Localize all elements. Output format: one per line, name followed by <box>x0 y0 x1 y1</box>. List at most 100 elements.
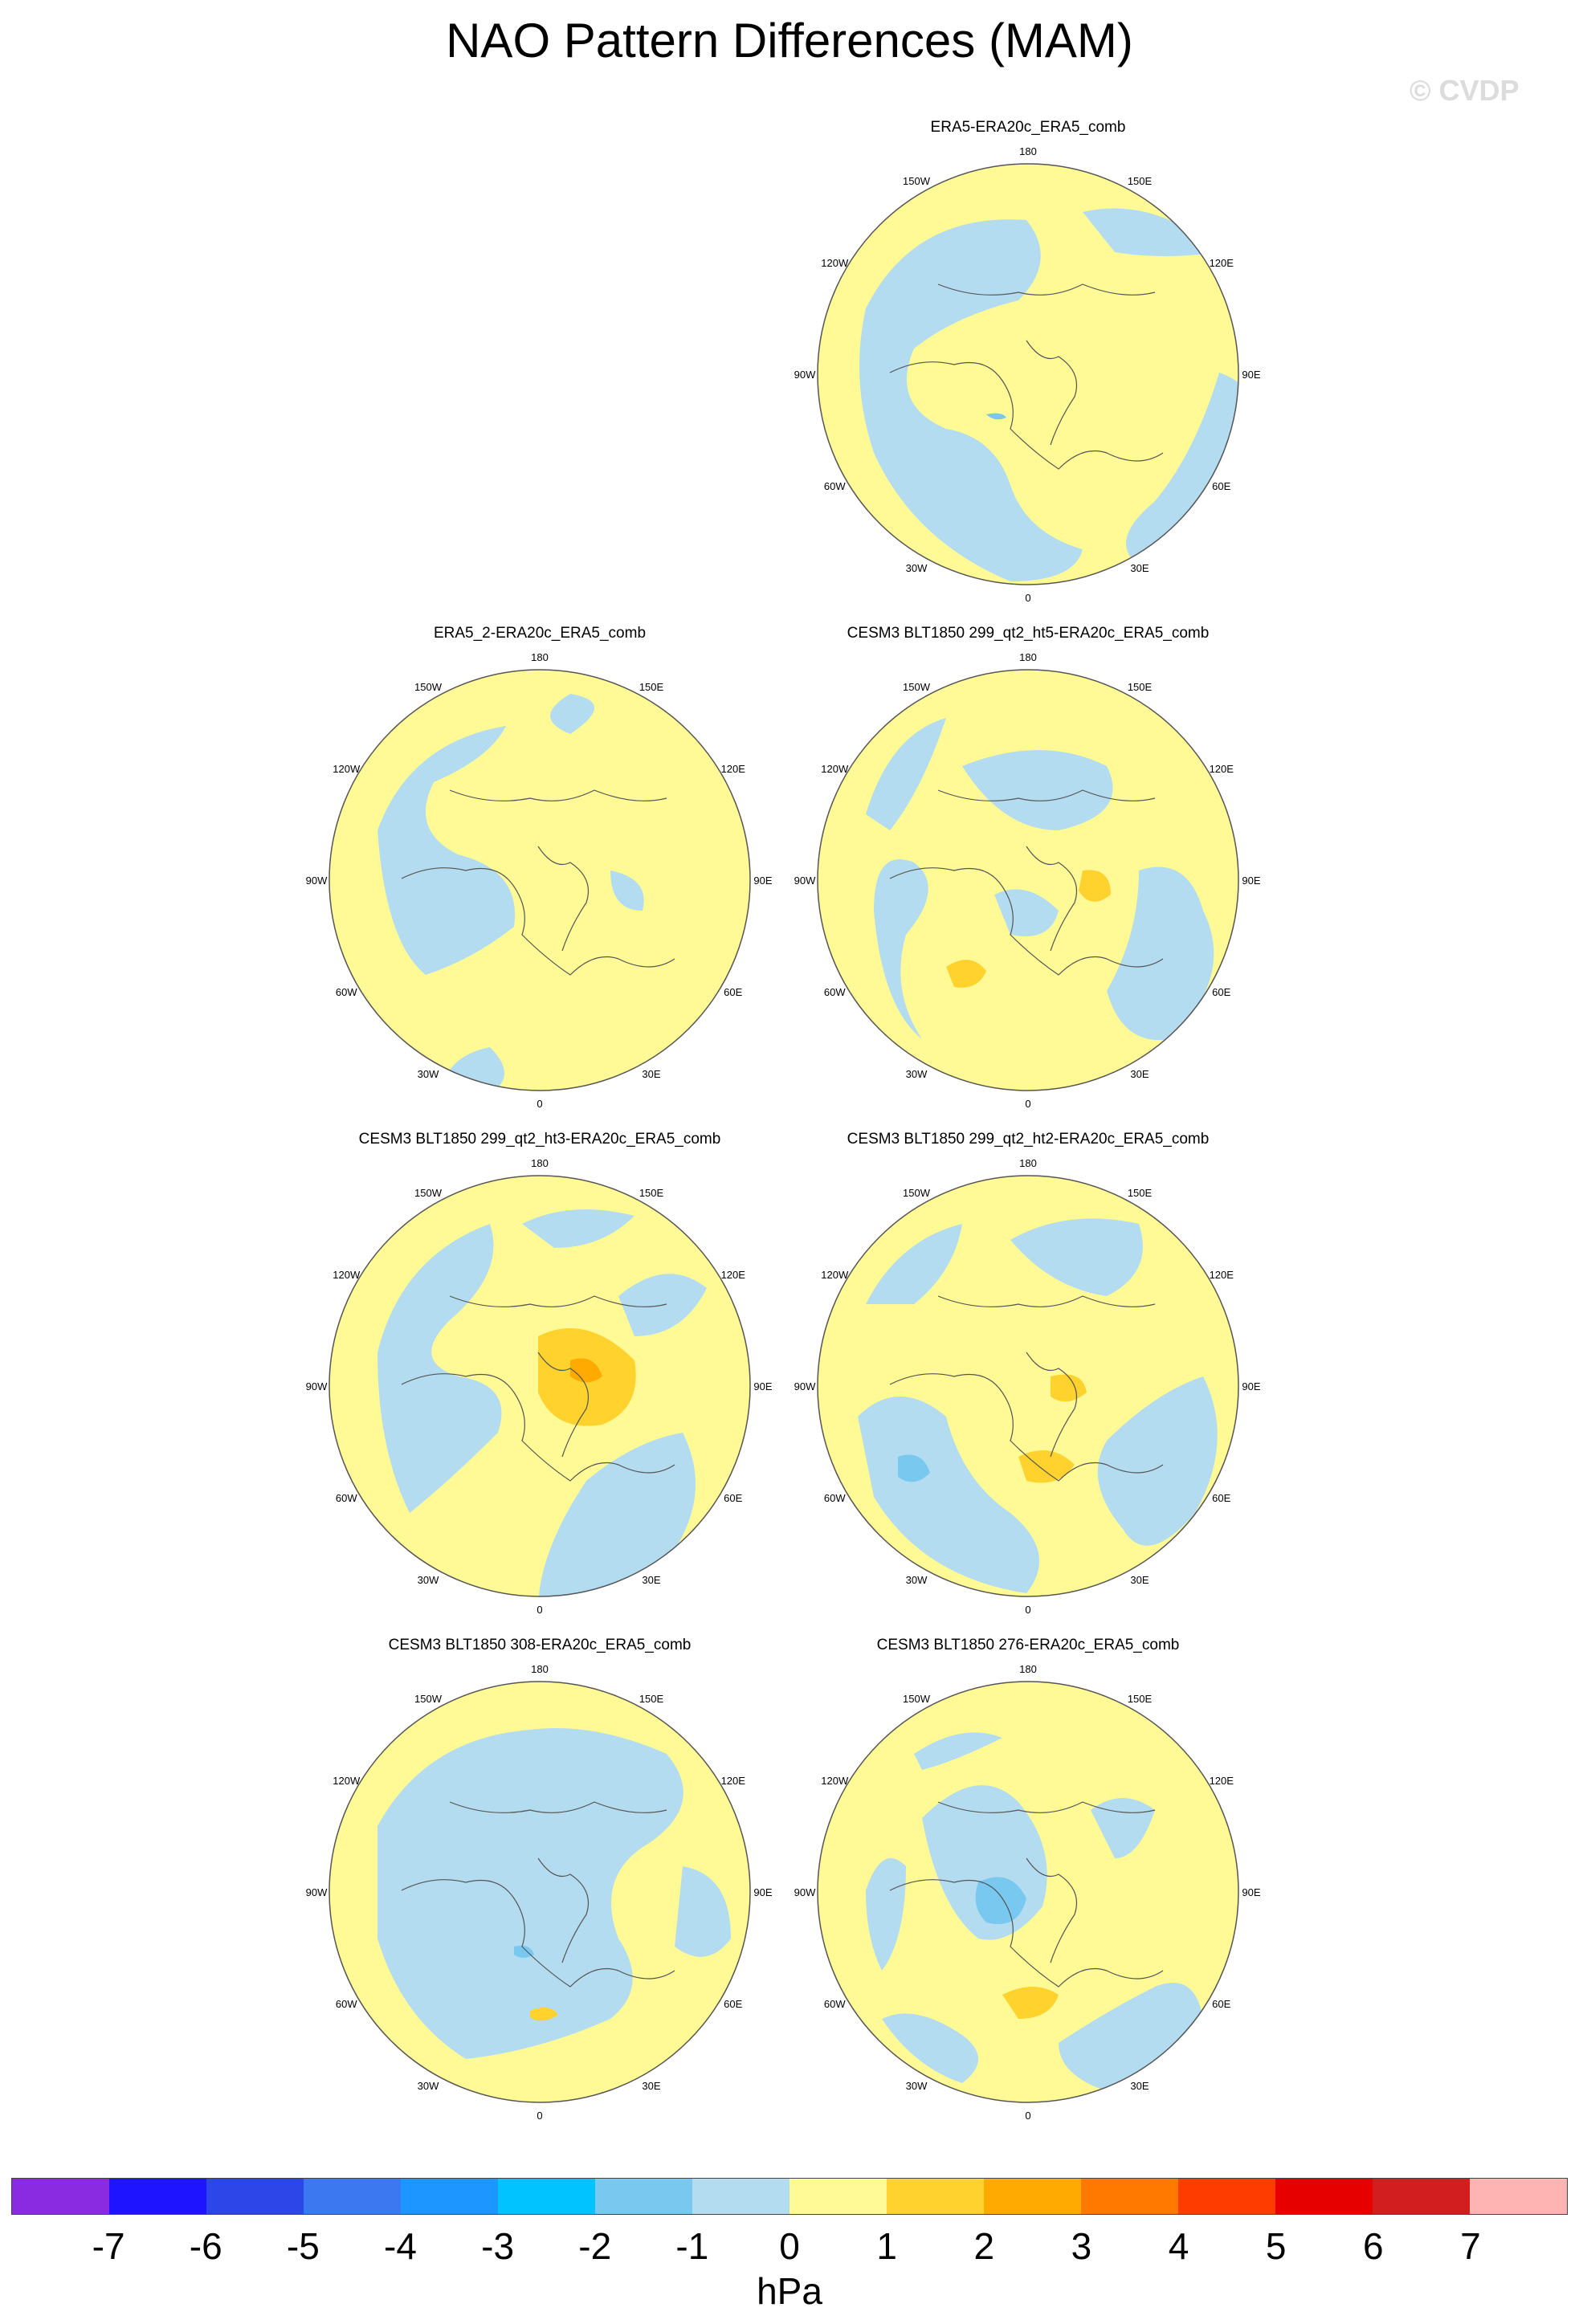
colorbar-tick-label: -4 <box>384 2225 417 2267</box>
longitude-label: 150E <box>1128 1187 1153 1199</box>
longitude-label: 150W <box>414 681 443 693</box>
longitude-label: 90E <box>753 1886 772 1898</box>
polar-map: 180 150E 120E 90E 60E 30E 0 30W 60W 90W 120W 150W <box>794 651 1261 1110</box>
colorbar-box <box>109 2179 206 2214</box>
colorbar-tick-label: -2 <box>578 2225 612 2267</box>
colorbar-units: hPa <box>757 2270 822 2312</box>
anomaly-region <box>610 870 644 911</box>
coastline <box>401 1801 675 1988</box>
colorbar <box>11 2178 1568 2215</box>
polar-map: 180 150E 120E 90E 60E 30E 0 30W 60W 90W 120W 150W <box>794 145 1261 604</box>
colorbar-box <box>12 2179 109 2214</box>
longitude-label: 60W <box>824 986 846 998</box>
panel-title: ERA5-ERA20c_ERA5_comb <box>930 119 1126 136</box>
longitude-label: 120W <box>821 257 849 269</box>
longitude-label: 90E <box>1242 1886 1260 1898</box>
polar-map: 180 150E 120E 90E 60E 30E 0 30W 60W 90W 120W 150W <box>794 1663 1261 2122</box>
longitude-label: 120W <box>821 763 849 775</box>
longitude-label: 30E <box>1130 1068 1149 1080</box>
longitude-label: 30E <box>1130 2080 1149 2092</box>
longitude-label: 90W <box>794 369 816 381</box>
longitude-label: 150E <box>1128 175 1153 187</box>
panel-title: CESM3 BLT1850 308-ERA20c_ERA5_comb <box>388 1637 692 1653</box>
map-field <box>818 1682 1238 2102</box>
longitude-label: 0 <box>1025 592 1030 604</box>
longitude-label: 150W <box>414 1693 443 1705</box>
map-boundary <box>817 669 1239 1091</box>
anomaly-region <box>377 726 516 975</box>
anomaly-region <box>874 859 928 1039</box>
map-panel: ERA5-ERA20c_ERA5_comb 180 150E 120E 90E 60E 3… <box>779 119 1277 609</box>
longitude-label: 60W <box>336 1998 357 2010</box>
longitude-label: 150W <box>903 175 931 187</box>
colorbar-box <box>595 2179 692 2214</box>
colorbar-tick-label: -7 <box>92 2225 125 2267</box>
longitude-label: 120E <box>721 1269 746 1281</box>
colorbar-tick-label: -1 <box>675 2225 709 2267</box>
longitude-label: 120E <box>1210 1775 1234 1787</box>
panel-title: ERA5_2-ERA20c_ERA5_comb <box>433 625 647 642</box>
map-field <box>818 164 1238 585</box>
map-field <box>818 1176 1238 1596</box>
positive-anomaly-fill <box>818 670 1238 1091</box>
panel-title: CESM3 BLT1850 299_qt2_ht5-ERA20c_ERA5_co… <box>847 625 1210 642</box>
map-panel: CESM3 BLT1850 299_qt2_ht3-ERA20c_ERA5_co… <box>291 1131 789 1621</box>
colorbar-tick-label: -6 <box>189 2225 222 2267</box>
anomaly-region <box>962 750 1113 830</box>
map-panel: ERA5_2-ERA20c_ERA5_comb 180 150E 120E 90E 60… <box>291 625 789 1115</box>
map-field <box>818 670 1238 1091</box>
longitude-label: 120E <box>1210 257 1234 269</box>
longitude-label: 60W <box>336 986 357 998</box>
longitude-label: 120E <box>1210 763 1234 775</box>
colorbar-tick-label: 7 <box>1460 2225 1481 2267</box>
coastline <box>889 283 1164 470</box>
longitude-label: 60E <box>1212 480 1230 492</box>
map-panel: CESM3 BLT1850 299_qt2_ht2-ERA20c_ERA5_co… <box>779 1131 1277 1621</box>
anomaly-region <box>550 694 594 734</box>
longitude-label: 60E <box>1212 986 1230 998</box>
positive-anomaly-fill <box>329 670 750 1091</box>
colorbar-tick-label: 1 <box>876 2225 897 2267</box>
longitude-label: 30E <box>642 1574 660 1586</box>
longitude-label: 90W <box>794 1886 816 1898</box>
longitude-label: 150E <box>639 681 664 693</box>
polar-map: 180 150E 120E 90E 60E 30E 0 30W 60W 90W 120W 150W <box>306 1157 773 1616</box>
colorbar-labels: -7 -6 -5 -4 -3 -2 -1 0 1 2 3 4 5 6 7 <box>11 2224 1568 2273</box>
colorbar-box <box>1373 2179 1470 2214</box>
anomaly-region <box>898 1454 930 1482</box>
coastline <box>889 1801 1164 1988</box>
colorbar-box <box>1470 2179 1567 2214</box>
anomaly-region <box>859 219 1083 581</box>
anomaly-region <box>1126 373 1238 565</box>
longitude-label: 150E <box>1128 1693 1153 1705</box>
anomaly-region <box>1010 1218 1143 1296</box>
longitude-label: 60E <box>1212 1492 1230 1504</box>
longitude-label: 180 <box>1019 145 1037 157</box>
colorbar-tick-label: 4 <box>1168 2225 1189 2267</box>
longitude-label: 30W <box>906 562 928 574</box>
anomaly-region <box>866 1858 906 1971</box>
longitude-label: 30E <box>1130 562 1149 574</box>
longitude-label: 180 <box>1019 1663 1037 1675</box>
longitude-label: 150W <box>903 681 931 693</box>
anomaly-region <box>1018 1450 1075 1483</box>
coastline <box>401 1295 675 1482</box>
longitude-label: 120E <box>721 1775 746 1787</box>
longitude-label: 180 <box>531 651 549 663</box>
anomaly-region <box>514 1945 534 1958</box>
colorbar-box <box>692 2179 790 2214</box>
longitude-label: 0 <box>537 1098 542 1110</box>
longitude-label: 60W <box>824 480 846 492</box>
map-boundary <box>817 1175 1239 1597</box>
longitude-label: 60W <box>824 1998 846 2010</box>
longitude-label: 60E <box>724 986 742 998</box>
longitude-label: 60E <box>724 1998 742 2010</box>
longitude-label: 30W <box>418 1068 439 1080</box>
polar-map: 180 150E 120E 90E 60E 30E 0 30W 60W 90W 120W 150W <box>794 1157 1261 1616</box>
anomaly-region <box>975 1877 1026 1924</box>
map-field <box>329 1682 750 2102</box>
longitude-label: 90W <box>306 875 328 887</box>
longitude-label: 0 <box>1025 2110 1030 2122</box>
anomaly-region <box>1051 1374 1087 1402</box>
longitude-label: 90E <box>753 1380 772 1392</box>
